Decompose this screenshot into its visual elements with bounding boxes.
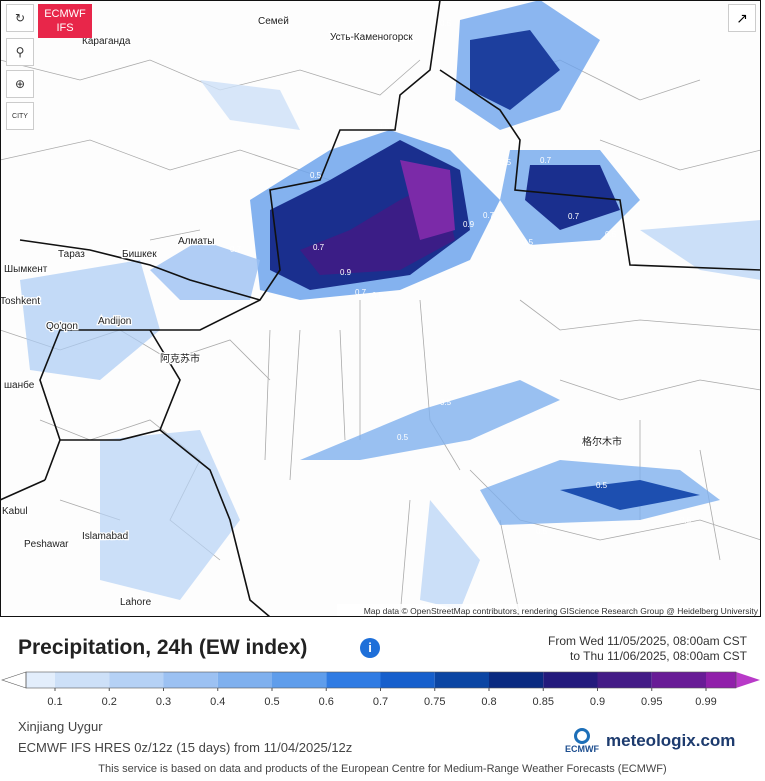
legend-title: Precipitation, 24h (EW index)	[18, 636, 308, 659]
color-swatch	[434, 672, 489, 688]
contour-label: 0.7	[355, 288, 367, 297]
contour-label: 0.5	[500, 158, 512, 167]
tick-label: 0.9	[590, 696, 605, 708]
tick-label: 0.7	[373, 696, 388, 708]
color-swatch	[651, 672, 706, 688]
color-swatch	[217, 672, 272, 688]
color-swatch	[597, 672, 652, 688]
precipitation	[20, 0, 761, 610]
city-label: Шымкент	[4, 264, 48, 275]
city-label: Караганда	[82, 36, 131, 47]
city-label: 阿克苏市	[160, 352, 200, 365]
city-label: Lahore	[120, 597, 152, 608]
color-swatch	[706, 672, 736, 688]
region: Xinjiang Uygur	[18, 719, 103, 734]
location-button[interactable]: ⚲	[6, 38, 34, 66]
contour-label: 0.5	[440, 398, 452, 407]
contour-label: 0.9	[463, 220, 475, 229]
colorbar: 0.1 0.2 0.3 0.4 0.5 0.6 0.7 0.75 0.8 0.85 0.9 0.95 0…	[1, 671, 760, 708]
city-label: Бишкек	[122, 249, 157, 260]
badge-line: ECMWF	[44, 8, 86, 20]
map-frame	[0, 0, 761, 617]
color-swatch	[489, 672, 544, 688]
tick-label: 0.6	[319, 696, 334, 708]
tick-label: 0.1	[47, 696, 62, 708]
city-label: Qo'qon	[46, 321, 78, 332]
contour-label: 0.9	[340, 268, 352, 277]
info-button[interactable]: i	[360, 638, 380, 658]
color-swatch	[380, 672, 435, 688]
brand: meteologix.com	[606, 731, 736, 750]
city-label: Toshkent	[0, 296, 40, 307]
city-label: Islamabad	[82, 531, 128, 542]
city-label: Усть-Каменогорск	[330, 32, 413, 43]
country-borders	[0, 0, 761, 617]
contour-label: 0.5	[536, 527, 548, 536]
color-swatch	[55, 672, 110, 688]
contour-label: 0.5	[310, 171, 322, 180]
city-label: Алматы	[178, 236, 215, 247]
tick-label: 0.99	[695, 696, 716, 708]
tick-label: 0.85	[533, 696, 554, 708]
share-button[interactable]: ↗	[728, 4, 756, 32]
time-range: From Wed 11/05/2025, 08:00am CST to Thu …	[548, 634, 747, 664]
tick-label: 0.4	[210, 696, 225, 708]
color-swatch	[326, 672, 381, 688]
city-label: шанбе	[4, 379, 35, 391]
contour-label: 0.7	[540, 156, 552, 165]
color-swatch	[272, 672, 327, 688]
city-label: 格尔木市	[582, 435, 622, 448]
contour-label: 0.5	[605, 230, 617, 239]
notice: This service is based on data and produc…	[98, 763, 667, 775]
contour-label: 0.5	[440, 19, 452, 28]
colorbar-end	[736, 672, 760, 688]
city-label: Тараз	[58, 249, 85, 260]
color-swatch	[109, 672, 164, 688]
contour-label: 0.7	[313, 243, 325, 252]
city-label: Peshawar	[24, 539, 69, 550]
contour-label: 0.5	[522, 238, 534, 247]
colorbar-start	[1, 671, 27, 689]
tick-label: 0.95	[641, 696, 662, 708]
city-label: Kabul	[2, 506, 28, 517]
ecmwf-icon	[574, 728, 590, 744]
ecmwf-text: ECMWF	[565, 744, 599, 754]
contour-label: 0.7	[230, 245, 242, 254]
zoom-button[interactable]: ⊕	[6, 70, 34, 98]
contour-label: 0.7	[568, 212, 580, 221]
contour-label: 0.5	[680, 516, 692, 525]
color-swatch	[163, 672, 218, 688]
contour-label: 0.5	[372, 291, 384, 300]
tick-label: 0.5	[264, 696, 279, 708]
ecmwf-logo: ECMWF	[562, 728, 602, 754]
tick-label: 0.75	[424, 696, 445, 708]
contour-labels: 0.5 0.5 0.5 0.7 0.7 0.9 0.7 0.5 0.7 0.9 …	[230, 19, 692, 536]
city-label: Семей	[258, 16, 289, 27]
contour-label: 0.7	[483, 211, 495, 220]
contour-label: 0.5	[596, 481, 608, 490]
attribution: Map data © OpenStreetMap contributors, r…	[364, 606, 759, 616]
time-from: From Wed 11/05/2025, 08:00am CST	[548, 634, 747, 648]
model-run: ECMWF IFS HRES 0z/12z (15 days) from 11/…	[18, 740, 353, 755]
tick-label: 0.8	[481, 696, 496, 708]
city-labels: Караганда Семей Усть-Каменогорск Тараз Б…	[0, 15, 623, 610]
refresh-button[interactable]: ↻	[6, 4, 34, 32]
city-label: Andijon	[98, 316, 131, 327]
tick-label: 0.3	[156, 696, 171, 708]
badge-line: IFS	[56, 22, 74, 34]
color-swatch	[543, 672, 598, 688]
color-swatch	[26, 672, 55, 688]
model-badge[interactable]: ECMWF IFS	[38, 4, 92, 38]
tick-label: 0.2	[102, 696, 117, 708]
time-to: to Thu 11/06/2025, 08:00am CST	[569, 649, 747, 663]
map: Караганда Семей Усть-Каменогорск Тараз Б…	[0, 0, 761, 617]
city-button[interactable]: CITY	[6, 102, 34, 130]
attribution-bg	[337, 604, 761, 617]
contour-label: 0.5	[378, 122, 390, 131]
contour-label: 0.5	[397, 433, 409, 442]
